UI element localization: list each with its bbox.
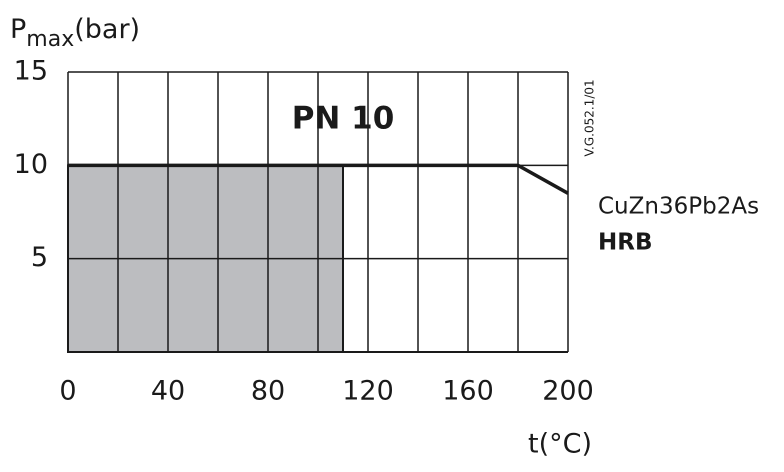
code-label: V.G.052.1/01	[583, 79, 597, 156]
x-tick-label: 200	[542, 376, 594, 407]
y-tick-label: 15	[14, 56, 48, 87]
pressure-line	[68, 163, 569, 195]
y-tick-label: 5	[31, 242, 48, 273]
x-tick-label: 160	[442, 376, 494, 407]
pn-label: PN 10	[292, 101, 395, 137]
x-tick-label: 120	[342, 376, 394, 407]
y-label-sub: max	[26, 27, 74, 52]
x-tick-label: 40	[151, 376, 185, 407]
y-label-unit: (bar)	[74, 14, 140, 45]
x-tick-label: 0	[59, 376, 76, 407]
hrb-label: HRB	[598, 230, 653, 256]
y-label-main: P	[10, 14, 26, 45]
material-label: CuZn36Pb2As	[598, 194, 759, 220]
x-axis-label: t(°C)	[528, 429, 592, 460]
y-axis-label: Pmax(bar)	[10, 14, 140, 53]
x-tick-label: 80	[251, 376, 285, 407]
y-tick-label: 10	[14, 149, 48, 180]
